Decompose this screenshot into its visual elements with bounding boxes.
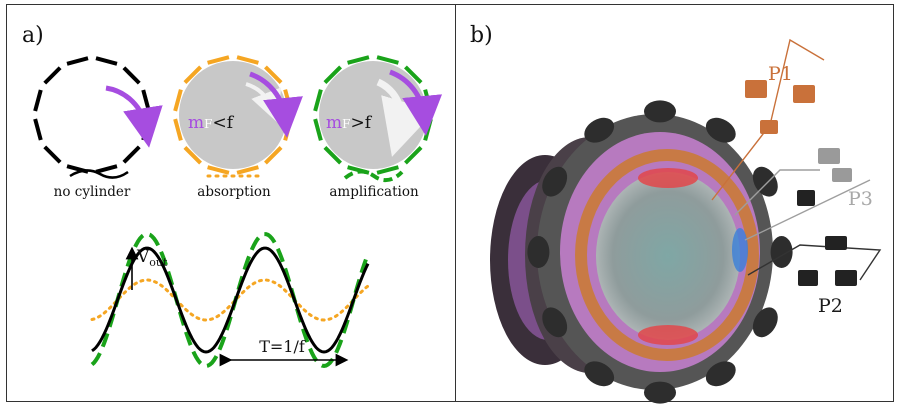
coil-segment [207,55,230,65]
outer-coil-segment [527,236,550,268]
copper-coil [575,149,759,361]
diagram-amplification: mF>f amplification [313,55,443,200]
outer-coil-segment [584,361,615,387]
caption-amplification: amplification [329,184,419,200]
probe-label-p3: P3 [848,188,873,210]
speed-label-amplification: mF>f [326,113,373,133]
outer-coil-segment [705,361,736,387]
outer-coil-segment [644,381,676,404]
coil-segment [95,164,118,174]
probe-p2-icon [797,190,857,286]
coil-segment [33,118,43,141]
outer-coil-segment [770,236,793,268]
coil-segment [347,55,370,65]
apparatus-illustration: P1 P3 P2 [490,38,882,404]
coil-segment [66,56,89,66]
field-rotation-arrow-icon [389,69,443,136]
coil-segment [95,56,118,66]
coil-segment [376,165,399,175]
coil-segment [33,89,43,112]
rotation-arrow-icon [105,85,163,148]
coil-segment [141,89,151,112]
wave-no-cylinder [91,246,370,354]
coil-segment [122,66,141,85]
coil-segment [183,146,202,165]
outer-coil-segment [542,307,568,338]
outer-coil-segment [542,166,568,197]
probe-p1-icon [745,80,815,134]
probe-label-p2: P2 [818,295,843,317]
caption-no-cylinder: no cylinder [54,184,131,200]
coil-segment [376,55,399,65]
wave-absorption [90,278,370,322]
coil-segment [264,65,283,84]
outer-coil-segment [705,117,736,143]
coil-segment [323,65,342,84]
figure-frame [6,4,894,402]
signal-squiggle-icon [69,169,129,179]
panel-a-label: a) [22,23,44,48]
field-rotation-arrow-icon [249,71,303,138]
probe-label-p1: P1 [768,63,793,85]
wire-p1 [711,38,825,201]
coil-ring-black [33,56,151,174]
coil-segment [313,118,323,141]
outer-coil-segment [584,117,615,143]
wire-p3b [744,179,871,241]
hotspot-top [638,168,698,188]
coil-segment [323,146,342,165]
wave-amplification [90,232,370,369]
period-label: T=1/f [259,337,306,356]
signal-squiggle-icon [343,169,404,183]
coil-segment [236,165,259,175]
diagram-absorption: mF<f absorption [173,55,303,200]
hotspot-bottom [638,325,698,345]
diagram-no-cylinder: no cylinder [33,56,163,200]
coil-segment [43,145,62,164]
cylinder-rotation-arrow-icon [376,78,435,157]
coil-segment [173,118,183,141]
speed-label-absorption: mF<f [188,113,235,133]
probe-p3-icon [818,148,852,182]
wire-p3 [734,169,820,216]
outer-coil-segment [644,100,676,123]
coil-segment [404,65,423,84]
waveform-plot: Vout T=1/f [90,232,370,369]
panel-b-label: b) [470,23,493,48]
outer-coil-segments [527,100,793,404]
rotating-cylinder [596,172,740,340]
panel-divider [455,4,456,402]
coil-segment [207,165,230,175]
coil-segment [264,146,283,165]
outer-coil-segment [752,166,778,197]
coil-segment [236,55,259,65]
coil-segment [43,66,62,85]
coil-segment [313,89,323,112]
coil-segment [122,145,141,164]
coil-segment [173,89,183,112]
caption-absorption: absorption [197,184,271,200]
vout-label: Vout [136,247,168,269]
hotspot-right [732,228,748,272]
coil-segment [183,65,202,84]
outer-coil-segment [752,307,778,338]
